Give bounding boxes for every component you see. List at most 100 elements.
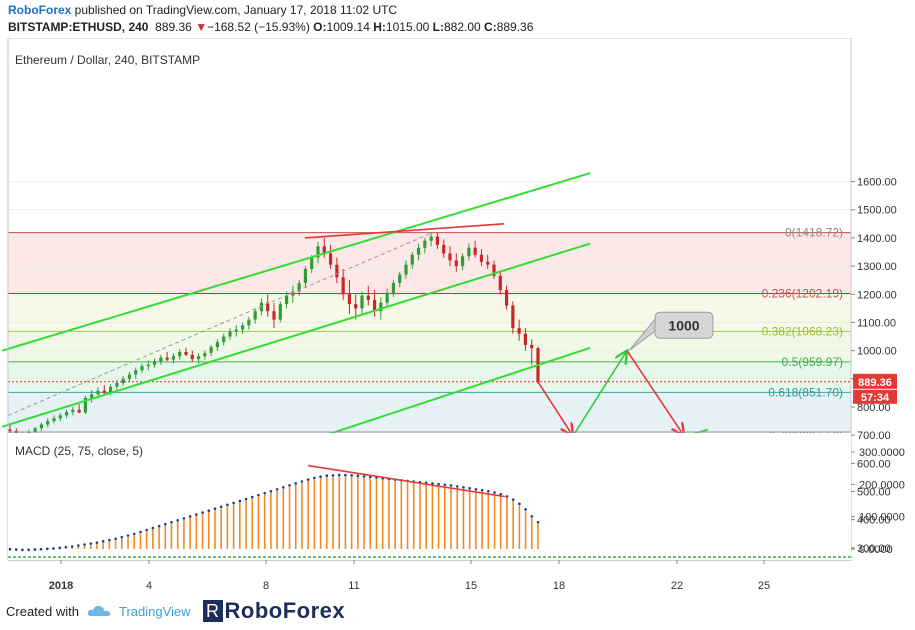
price-change: −168.52 (−15.93%) [207, 20, 310, 34]
time-tick-label: 22 [671, 580, 683, 592]
macd-line-point [64, 545, 68, 549]
macd-line-point [207, 509, 211, 512]
macd-line-point [114, 537, 117, 541]
macd-line-point [480, 488, 484, 492]
fib-level-label: 0.382(1068.23) [762, 324, 843, 338]
forecast-arrow [626, 350, 684, 436]
macd-line-point [101, 540, 105, 543]
macd-line-point [275, 488, 279, 491]
candle-body [253, 311, 257, 320]
candle-body [196, 356, 201, 360]
candle-body [27, 431, 31, 434]
low-value: 882.00 [443, 20, 481, 34]
price-tick-label: 1600.00 [857, 177, 897, 189]
candle-body [64, 412, 69, 416]
macd-line-point [89, 542, 93, 545]
macd-tick-label: 300.0000 [859, 447, 905, 459]
last-price-header: 889.36 [155, 20, 192, 34]
high-label: H: [373, 20, 386, 34]
candle-body [58, 415, 62, 419]
macd-line-point [33, 548, 37, 551]
macd-line-point [306, 478, 310, 481]
candle-body [33, 428, 37, 432]
publisher-name[interactable]: RoboForex [8, 3, 72, 17]
candle-body [247, 319, 251, 326]
candle-body [146, 364, 150, 367]
tradingview-logo-text[interactable]: TradingView [118, 603, 191, 619]
macd-line-point [157, 524, 161, 528]
macd-line-point [331, 474, 335, 477]
price-chart[interactable]: 0(1418.72) 0.236(1202.19) 0.382(1068.23) 0.… [0, 38, 915, 598]
macd-line-point [201, 511, 204, 514]
candle-body [303, 268, 308, 283]
candle-body [96, 390, 100, 395]
macd-line-point [362, 475, 366, 478]
candle-body [328, 253, 333, 265]
symbol-name[interactable]: BITSTAMP:ETHUSD, 240 [8, 20, 149, 34]
macd-pane: 300.0000 200.0000 100.0000 0.0000 [8, 433, 905, 560]
candle-body [52, 418, 56, 422]
channel-line [1, 172, 591, 352]
macd-line-point [45, 547, 49, 551]
macd-line-point [188, 515, 192, 518]
roboforex-logo-text[interactable]: RoboForex [224, 598, 346, 623]
candle-body [115, 383, 119, 387]
macd-line-point [52, 547, 55, 550]
time-tick-label: 25 [758, 580, 770, 592]
candle-body [460, 256, 465, 267]
price-tick-label: 1500.00 [857, 205, 897, 217]
time-tick-label: 15 [465, 580, 477, 592]
macd-line-point [195, 513, 198, 516]
created-with-label: Created with [6, 603, 79, 619]
macd-plot-area [8, 433, 851, 560]
macd-line-point [499, 492, 503, 496]
macd-line-point [145, 528, 148, 532]
macd-tick-label: 100.0000 [859, 512, 905, 524]
macd-line-point [219, 505, 223, 509]
price-callout: 1000 [628, 311, 714, 352]
countdown-label: 57:34 [861, 392, 890, 404]
candle-body [272, 311, 276, 320]
last-price-label: 889.36 [858, 377, 892, 389]
fib-band [8, 392, 851, 436]
macd-line-point [250, 495, 254, 499]
macd-line-point [344, 473, 347, 477]
low-label: L: [432, 20, 444, 34]
candle-body [316, 246, 320, 258]
fib-band [8, 232, 851, 294]
macd-line-point [226, 503, 229, 507]
open-label: O: [313, 20, 327, 34]
candle-body [366, 295, 370, 300]
channel-line [1, 242, 591, 428]
chart-title: Ethereum / Dollar, 240, BITSTAMP [15, 53, 200, 67]
candle-body [39, 424, 44, 429]
candle-body [215, 342, 220, 348]
high-value: 1015.00 [385, 20, 430, 34]
price-tick-label: 500.00 [857, 487, 891, 499]
candle-body [335, 264, 339, 278]
macd-line-point [132, 532, 136, 536]
candle-body [523, 333, 528, 345]
macd-line-point [282, 486, 285, 489]
macd-line-point [126, 534, 130, 537]
macd-line-point [257, 493, 260, 497]
price-tick-label: 300.00 [857, 543, 891, 555]
candle-body [134, 370, 138, 375]
macd-line-point [39, 547, 43, 551]
macd-line-point [350, 474, 353, 477]
time-tick-label: 18 [553, 580, 565, 592]
close-label: C: [484, 20, 497, 34]
macd-tick-label: 200.0000 [859, 479, 905, 491]
candle-body [240, 325, 245, 330]
callout-box [654, 311, 714, 339]
candle-body [108, 386, 113, 393]
candle-body [492, 264, 496, 276]
macd-line-point [176, 519, 180, 522]
macd-line-point [536, 520, 540, 524]
forecast-arrow [537, 381, 573, 436]
macd-line-point [505, 495, 509, 498]
macd-line-point [325, 474, 329, 478]
candle-body [486, 261, 490, 265]
macd-line-point [27, 548, 30, 552]
candle-body [423, 240, 427, 248]
